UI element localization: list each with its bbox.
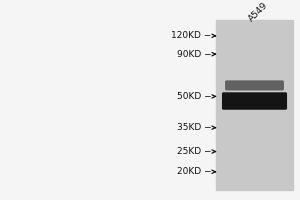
FancyBboxPatch shape xyxy=(222,92,287,110)
Bar xyxy=(216,20,293,190)
Text: 20KD −: 20KD − xyxy=(177,167,212,176)
Text: 90KD −: 90KD − xyxy=(177,50,212,59)
FancyBboxPatch shape xyxy=(225,80,284,90)
Text: 50KD −: 50KD − xyxy=(177,92,212,101)
Text: A549: A549 xyxy=(247,1,270,24)
Text: 25KD −: 25KD − xyxy=(177,147,212,156)
Text: 35KD −: 35KD − xyxy=(177,123,212,132)
Text: 120KD −: 120KD − xyxy=(172,31,212,40)
